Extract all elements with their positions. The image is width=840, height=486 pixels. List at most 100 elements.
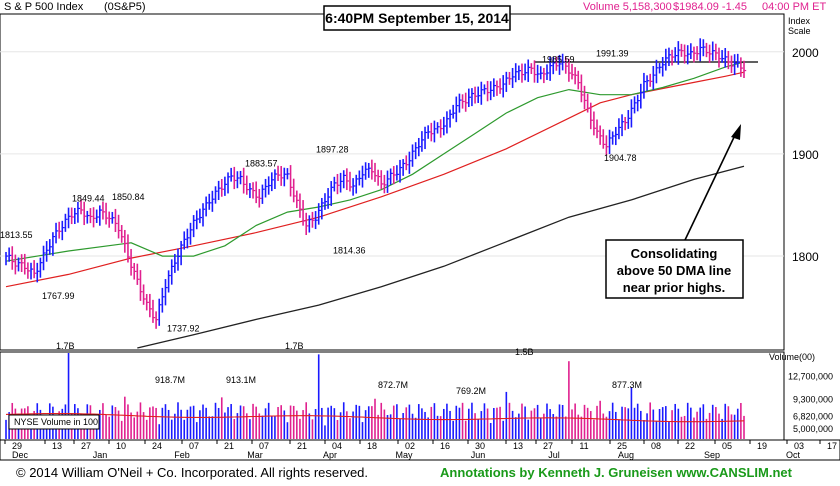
ohlc-bar [202,203,206,227]
ohlc-bar [636,94,640,112]
ohlc-bar [558,54,562,75]
ohlc-bar [389,168,393,185]
header-symbol: (0S&P5) [104,1,146,13]
price-annotation: 1849.44 [72,194,105,204]
ohlc-bar [271,172,275,192]
ohlc-bar [589,102,593,130]
x-month-label: Aug [618,450,634,460]
ohlc-bar [205,196,209,217]
ohlc-bar [564,57,568,74]
ohlc-bar [449,109,453,128]
ohlc-bar [577,70,581,90]
ohlc-bar [249,183,253,199]
ohlc-bar [211,190,215,212]
x-date-label: 07 [189,441,199,451]
ohlc-bar [161,287,165,313]
ohlc-bar [152,299,156,323]
ohlc-bar [442,116,446,136]
ohlc-bar [536,64,540,83]
ohlc-bar [349,171,353,192]
ohlc-bar [508,71,512,85]
volume-annotations: 1.7B 918.7M 913.1M 1.7B 872.7M 769.2M 1.5B 877.… [56,341,642,396]
ohlc-bar [48,239,52,255]
annotation-line-3: near prior highs. [623,280,726,295]
volume-tick-label: 9,300,000 [793,395,833,405]
ohlc-bar [408,151,412,174]
ohlc-bar [367,162,371,178]
ohlc-bar [539,66,543,80]
price-annotations: 1813.55 1767.99 1849.44 1850.84 1737.92 1883.… [0,49,637,334]
ohlc-bar [236,171,240,189]
ohlc-bar [715,43,719,61]
ohlc-bar [330,181,334,206]
ohlc-bar [321,197,325,220]
ohlc-bar [511,67,515,88]
ohlc-bar [105,202,109,225]
x-date-label: 08 [651,441,661,451]
ohlc-bar [461,94,465,109]
ohlc-bar [130,248,134,276]
x-date-label: 22 [685,441,695,451]
ohlc-bar [174,253,178,273]
ohlc-bar [496,80,500,96]
ohlc-bar [430,122,434,142]
ohlc-bar [183,231,187,250]
ohlc-bar [514,63,518,83]
ohlc-bar [61,220,65,241]
x-month-label: Jun [471,450,486,460]
ohlc-bar [27,262,31,279]
ohlc-bar [170,259,174,285]
ohlc-bar [67,207,71,229]
ohlc-bar [677,41,681,65]
ohlc-bar [189,222,193,245]
ohlc-bar [552,56,556,75]
ohlc-bar [33,260,37,279]
ohlc-bar [668,47,672,67]
ohlc-bar [333,176,337,192]
ohlc-bar [502,75,506,98]
ohlc-bar [683,44,687,64]
ohlc-bar [464,92,468,112]
ohlc-bar [274,169,278,190]
ohlc-bar [702,39,706,57]
ohlc-bar [705,42,709,58]
volume-annotation: 877.3M [612,380,642,390]
ohlc-bar [699,38,703,62]
price-annotation: 1813.55 [0,230,33,240]
ohlc-bar [652,65,656,90]
ma200-line [137,165,745,349]
x-date-label: 05 [722,441,732,451]
timestamp-text: 6:40PM September 15, 2014 [325,10,509,26]
volume-legend: NYSE Volume in 100 [14,417,98,427]
price-annotation: 1767.99 [42,291,75,301]
price-axis-ticks: 1800 1900 2000 [792,46,819,264]
ohlc-bar [405,155,409,171]
x-date-label: 21 [297,441,307,451]
ohlc-bar [605,135,609,156]
volume-tick-label: 6,820,000 [793,412,833,422]
price-annotation: 1850.84 [112,192,145,202]
ohlc-bar [661,56,665,77]
ohlc-bar [399,159,403,183]
ohlc-bar [602,129,606,149]
price-tick-label: 1900 [792,148,819,162]
ohlc-bar [86,210,90,224]
copyright-text: © 2014 William O'Neil + Co. Incorporated… [16,465,369,480]
x-date-label: 17 [827,441,837,451]
ohlc-bar [73,207,77,224]
ohlc-bar [111,211,115,224]
ohlc-bar [421,131,425,152]
header-index-name: S & P 500 Index [4,1,84,13]
ohlc-bar [371,159,375,180]
ohlc-bar [311,211,315,228]
ohlc-bar [624,116,628,131]
ohlc-bar [458,93,462,113]
ohlc-bar [630,99,634,128]
ohlc-bar [342,170,346,189]
ohlc-bar [214,186,218,204]
ohlc-bar [280,166,284,186]
ohlc-bar [627,110,631,129]
x-axis-band [0,439,840,461]
ohlc-bar [568,58,572,82]
x-date-label: 10 [116,441,126,451]
